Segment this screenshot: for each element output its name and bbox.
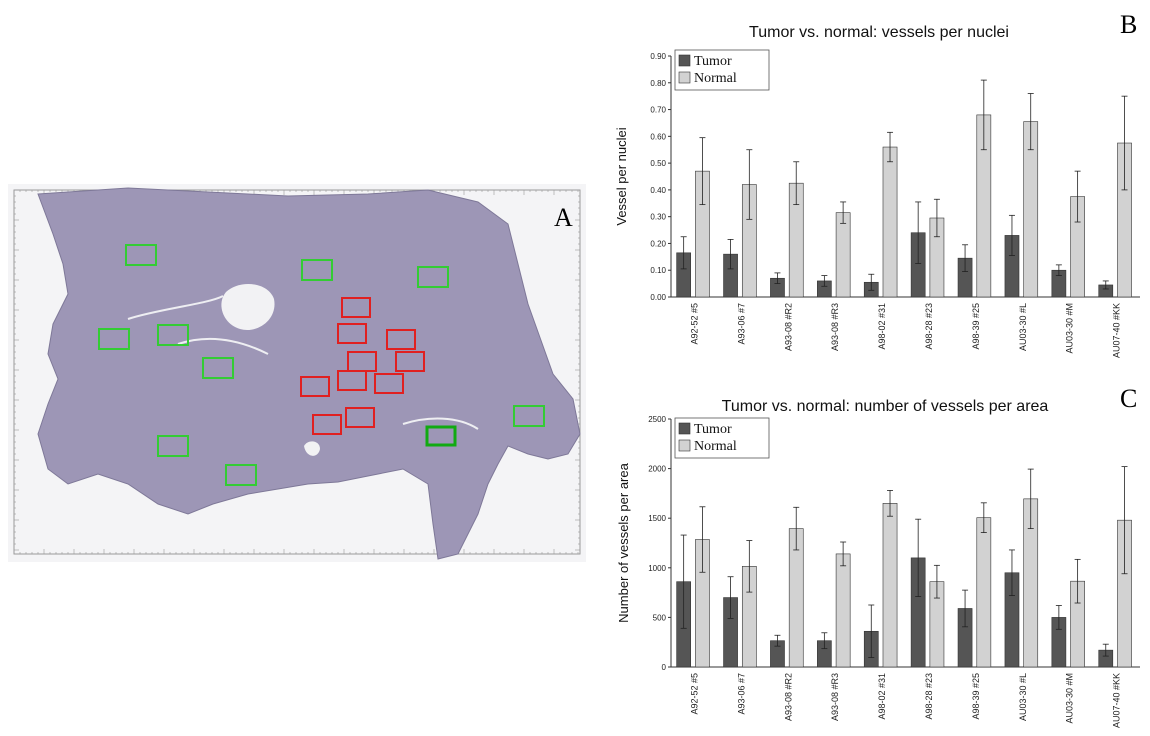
normal-region-box — [417, 266, 449, 288]
category-label: A93-08 #R2 — [783, 303, 793, 351]
panel-letter: C — [1120, 384, 1137, 413]
bar-normal — [976, 517, 992, 668]
y-tick-label: 0.60 — [650, 132, 666, 141]
legend-swatch — [678, 439, 691, 452]
chart-b-vessels-per-nuclei: Tumor vs. normal: vessels per nuclei B Ves… — [614, 10, 1140, 358]
tissue-hole — [221, 283, 275, 330]
y-tick-label: 0.00 — [650, 293, 666, 302]
legend-swatch — [678, 54, 691, 67]
category-label: A92-52 #5 — [689, 303, 699, 345]
normal-region-box — [202, 357, 234, 379]
y-tick-label: 1500 — [648, 514, 666, 523]
y-tick-label: 0.70 — [650, 106, 666, 115]
tumor-region-box — [345, 407, 375, 428]
ruler-ticks — [13, 189, 580, 554]
y-tick-label: 1000 — [648, 564, 666, 573]
y-tick-label: 0.80 — [650, 79, 666, 88]
y-tick-label: 0.10 — [650, 266, 666, 275]
tumor-region-box — [395, 351, 425, 372]
category-label: A98-39 #25 — [971, 303, 981, 350]
tumor-region-box — [312, 414, 342, 435]
category-label: AU03-30 #M — [1065, 303, 1075, 354]
normal-region-box — [98, 328, 130, 350]
legend-label: Tumor — [694, 422, 732, 437]
normal-region-box — [513, 405, 545, 427]
category-label: A93-08 #R2 — [783, 673, 793, 721]
legend-label: Tumor — [694, 54, 732, 69]
normal-region-box — [157, 435, 189, 457]
normal-region-box — [425, 425, 457, 447]
y-tick-label: 0.40 — [650, 186, 666, 195]
category-label: AU03-30 #M — [1065, 673, 1075, 724]
ruler-frame — [13, 189, 581, 555]
legend-box — [674, 417, 770, 459]
chart-title: Tumor vs. normal: vessels per nuclei — [749, 24, 1009, 41]
chart-c-vessels-per-area: Tumor vs. normal: number of vessels per … — [616, 384, 1140, 728]
chart-title: Tumor vs. normal: number of vessels per … — [722, 398, 1049, 415]
tumor-region-box — [300, 376, 330, 397]
category-label: AU07-40 #KK — [1112, 673, 1122, 728]
bar-normal — [835, 212, 851, 298]
category-label: A93-06 #7 — [736, 303, 746, 345]
category-label: AU07-40 #KK — [1112, 303, 1122, 358]
tumor-region-box — [386, 329, 416, 350]
panel-letter: B — [1120, 10, 1137, 39]
bar-normal — [882, 503, 898, 668]
tissue-hole — [304, 441, 320, 456]
legend-label: Normal — [694, 71, 737, 86]
normal-region-box — [301, 259, 333, 281]
y-tick-label: 2000 — [648, 465, 666, 474]
tissue-section-panel: A — [8, 184, 586, 562]
category-label: A98-39 #25 — [971, 673, 981, 720]
category-label: AU03-30 #L — [1018, 303, 1028, 351]
category-label: A93-08 #R3 — [830, 673, 840, 721]
category-label: A98-28 #23 — [924, 303, 934, 350]
y-tick-label: 0.20 — [650, 239, 666, 248]
y-axis-label: Vessel per nuclei — [614, 127, 629, 225]
tumor-regions — [300, 297, 425, 435]
legend-box — [674, 49, 770, 91]
tissue-shape — [37, 187, 581, 560]
y-axis-label: Number of vessels per area — [616, 462, 631, 622]
legend-swatch — [678, 71, 691, 84]
legend: Tumor Normal — [674, 49, 770, 91]
legend: Tumor Normal — [674, 417, 770, 459]
normal-region-box — [157, 324, 189, 346]
tissue-tear — [127, 295, 224, 320]
normal-regions — [98, 244, 545, 486]
tumor-region-box — [374, 373, 404, 394]
category-label: A98-02 #31 — [877, 673, 887, 720]
category-label: AU03-30 #L — [1018, 673, 1028, 721]
normal-region-box — [125, 244, 157, 266]
category-label: A98-02 #31 — [877, 303, 887, 350]
tissue-tear — [402, 417, 479, 430]
y-tick-label: 500 — [653, 613, 667, 622]
legend-label: Normal — [694, 439, 737, 454]
panel-letter-a: A — [554, 203, 573, 232]
tumor-region-box — [341, 297, 371, 318]
category-label: A93-06 #7 — [736, 673, 746, 715]
category-label: A93-08 #R3 — [830, 303, 840, 351]
bar-normal — [882, 146, 898, 298]
y-tick-label: 2500 — [648, 415, 666, 424]
y-tick-label: 0.30 — [650, 213, 666, 222]
y-tick-label: 0.50 — [650, 159, 666, 168]
tumor-region-box — [337, 370, 367, 391]
category-label: A98-28 #23 — [924, 673, 934, 720]
legend-swatch — [678, 422, 691, 435]
tumor-region-box — [337, 323, 367, 344]
y-tick-label: 0.90 — [650, 52, 666, 61]
y-tick-label: 0 — [662, 663, 667, 672]
bar-normal — [835, 553, 851, 668]
normal-region-box — [225, 464, 257, 486]
category-label: A92-52 #5 — [689, 673, 699, 715]
